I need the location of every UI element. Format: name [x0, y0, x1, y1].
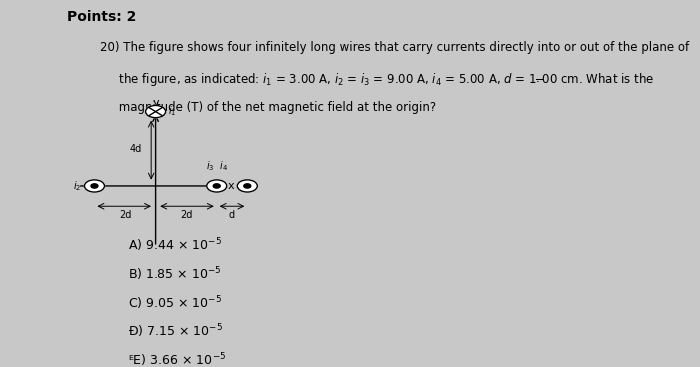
Text: Đ) 7.15 × 10$^{-5}$: Đ) 7.15 × 10$^{-5}$: [128, 323, 223, 341]
Text: d: d: [229, 210, 235, 219]
Text: ᴱE) 3.66 × 10$^{-5}$: ᴱE) 3.66 × 10$^{-5}$: [128, 352, 226, 367]
Text: 20) The figure shows four infinitely long wires that carry currents directly int: 20) The figure shows four infinitely lon…: [100, 41, 690, 54]
Text: B) 1.85 × 10$^{-5}$: B) 1.85 × 10$^{-5}$: [128, 265, 221, 283]
Text: C) 9.05 × 10$^{-5}$: C) 9.05 × 10$^{-5}$: [128, 294, 222, 312]
Circle shape: [237, 180, 258, 192]
Circle shape: [91, 184, 98, 188]
Text: magnitude (T) of the net magnetic field at the origin?: magnitude (T) of the net magnetic field …: [100, 101, 436, 115]
Circle shape: [146, 105, 166, 118]
Text: the figure, as indicated: $i_1$ = 3.00 A, $i_2$ = $i_3$ = 9.00 A, $i_4$ = 5.00 A: the figure, as indicated: $i_1$ = 3.00 A…: [100, 71, 654, 88]
Circle shape: [244, 184, 251, 188]
Text: A) 9.44 × 10$^{-5}$: A) 9.44 × 10$^{-5}$: [128, 237, 222, 254]
Text: $i_3$  $i_4$: $i_3$ $i_4$: [206, 159, 228, 173]
Text: Points: 2: Points: 2: [66, 10, 136, 24]
Text: $i_2$: $i_2$: [74, 179, 82, 193]
Text: 4d: 4d: [130, 144, 141, 154]
Text: 2d: 2d: [119, 210, 131, 219]
Circle shape: [206, 180, 227, 192]
Text: $i_1$: $i_1$: [169, 105, 176, 119]
Text: 2d: 2d: [180, 210, 193, 219]
Text: y: y: [153, 98, 159, 108]
Text: x: x: [228, 181, 234, 191]
Circle shape: [214, 184, 220, 188]
Circle shape: [85, 180, 104, 192]
